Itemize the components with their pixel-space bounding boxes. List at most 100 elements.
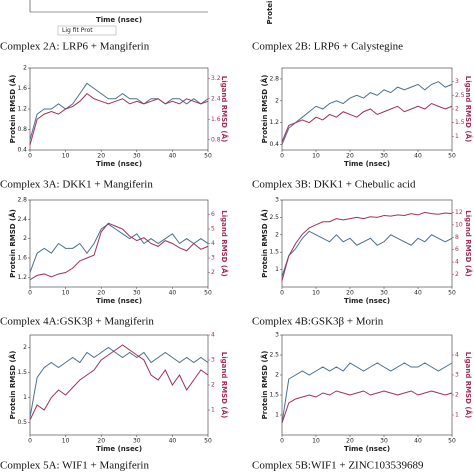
y2-tick-label: 4: [211, 332, 215, 339]
y-tick-label: 1.5: [269, 392, 279, 399]
x-tick-label: 20: [346, 438, 354, 445]
x-tick-label: 30: [133, 290, 141, 297]
y-tick-label: 2: [23, 65, 27, 72]
chart-title: Complex 2B: LRP6 + Calystegine: [252, 41, 403, 53]
x-tick-label: 20: [97, 153, 105, 160]
x-tick-label: 0: [280, 438, 284, 445]
y2-tick-label: 4: [455, 259, 459, 266]
y2-tick-label: 1.6: [211, 116, 221, 123]
y-tick-label: 1.5: [269, 249, 279, 256]
y2-tick-label: 1: [455, 412, 459, 419]
x-tick-label: 20: [97, 438, 105, 445]
y2-axis-label: Ligand RMSD (Å): [464, 352, 473, 419]
y2-tick-label: 2.4: [211, 95, 221, 102]
y2-tick-label: 12: [455, 209, 463, 216]
y-tick-label: 2: [23, 235, 27, 242]
y-axis-label: Protein RMSD (Å): [260, 351, 269, 420]
x-tick-label: 10: [62, 290, 70, 297]
x-tick-label: 0: [280, 153, 284, 160]
rmsd-line: [29, 222, 209, 281]
y-tick-label: 1.6: [17, 85, 27, 92]
y2-tick-label: 3.2: [211, 75, 221, 82]
y2-tick-label: 3: [211, 255, 215, 262]
x-tick-label: 10: [312, 438, 320, 445]
x-tick-label: 0: [28, 290, 32, 297]
chart-title: Complex 4B:GSK3β + Morin: [252, 316, 384, 328]
y-axis-label: Protein: [266, 0, 274, 24]
y-tick-label: 3: [275, 332, 279, 339]
y-tick-label: 1: [275, 266, 279, 273]
y2-tick-label: 3: [455, 372, 459, 379]
y2-axis-label: Ligand RMSD (Å): [220, 210, 229, 277]
y2-tick-label: 4: [211, 240, 215, 247]
y2-axis-label: Ligand RMSD (Å): [220, 352, 229, 419]
rmsd-line: [281, 81, 453, 145]
y-tick-label: 2.8: [17, 197, 27, 204]
y-axis-label: Protein RMSD (Å): [8, 75, 17, 144]
x-tick-label: 10: [62, 438, 70, 445]
y2-tick-label: 0.8: [211, 136, 221, 143]
x-axis-label: Time (nsec): [344, 297, 390, 305]
y-tick-label: 0.4: [17, 147, 27, 154]
x-tick-label: 20: [97, 290, 105, 297]
y-tick-label: 2.4: [17, 216, 27, 223]
y2-tick-label: 2: [211, 269, 215, 276]
rmsd-line: [281, 362, 453, 424]
chart-title: Complex 3A: DKK1 + Mangiferin: [0, 179, 153, 191]
x-tick-label: 40: [169, 290, 177, 297]
y-tick-label: 1.6: [17, 255, 27, 262]
y2-tick-label: 2: [455, 106, 459, 113]
x-tick-label: 40: [414, 438, 422, 445]
y-tick-label: 2: [23, 344, 27, 351]
y2-tick-label: 3: [455, 78, 459, 85]
plot-frame: [29, 334, 209, 436]
legend: [57, 25, 117, 36]
y2-tick-label: 1.5: [455, 119, 465, 126]
x-axis-label: Time (nsec): [96, 445, 142, 453]
x-axis-label: Time (nsec): [96, 160, 142, 168]
plot-frame: [281, 199, 453, 288]
plot-frame: [281, 67, 453, 151]
chart-title: Complex 3B: DKK1 + Chebulic acid: [252, 179, 416, 191]
x-tick-label: 10: [62, 153, 70, 160]
x-tick-label: 40: [169, 153, 177, 160]
x-tick-label: 30: [380, 153, 388, 160]
y-tick-label: 3: [275, 197, 279, 204]
rmsd-line: [29, 82, 209, 140]
x-tick-label: 40: [169, 438, 177, 445]
x-tick-label: 40: [414, 290, 422, 297]
rmsd-line: [29, 223, 209, 273]
x-tick-label: 30: [380, 290, 388, 297]
y-axis-label: Protein RMSD (Å): [260, 75, 269, 144]
y2-axis-label: Ligand RMSD (Å): [220, 76, 229, 143]
chart-title: Complex 5A: WIF1 + Mangiferin: [0, 460, 149, 472]
rmsd-line: [281, 211, 453, 281]
y2-axis-label: Ligand RMSD (Å): [464, 76, 473, 143]
x-tick-label: 30: [380, 438, 388, 445]
y2-tick-label: 8: [455, 234, 459, 241]
y-axis-label: Protein RMSD (Å): [260, 209, 269, 278]
y-axis-label: Protein RMSD (Å): [8, 209, 17, 278]
y2-tick-label: 4: [455, 352, 459, 359]
x-axis-label: Time (nsec): [96, 297, 142, 305]
chart-title: Complex 4A:GSK3β + Mangiferin: [0, 316, 154, 328]
y-tick-label: 2: [275, 231, 279, 238]
x-tick-label: 50: [448, 290, 456, 297]
y-tick-label: 2.5: [269, 214, 279, 221]
rmsd-line: [29, 92, 209, 146]
y2-axis-label: Ligand RMSD (Å): [464, 210, 473, 277]
y-tick-label: 2: [275, 97, 279, 104]
rmsd-line: [281, 230, 453, 277]
y-axis-label: Protein RMSD (Å): [8, 351, 17, 420]
rmsd-line: [29, 346, 209, 418]
y2-tick-label: 1: [455, 133, 459, 140]
rmsd-line: [29, 344, 209, 421]
y-tick-label: 2: [275, 372, 279, 379]
x-axis-label: Time (nsec): [344, 160, 390, 168]
y-tick-label: 2.8: [269, 75, 279, 82]
legend-label: Lig fit Prot: [62, 27, 93, 34]
y-tick-label: 1: [275, 412, 279, 419]
x-tick-label: 50: [448, 153, 456, 160]
x-tick-label: 50: [204, 438, 212, 445]
